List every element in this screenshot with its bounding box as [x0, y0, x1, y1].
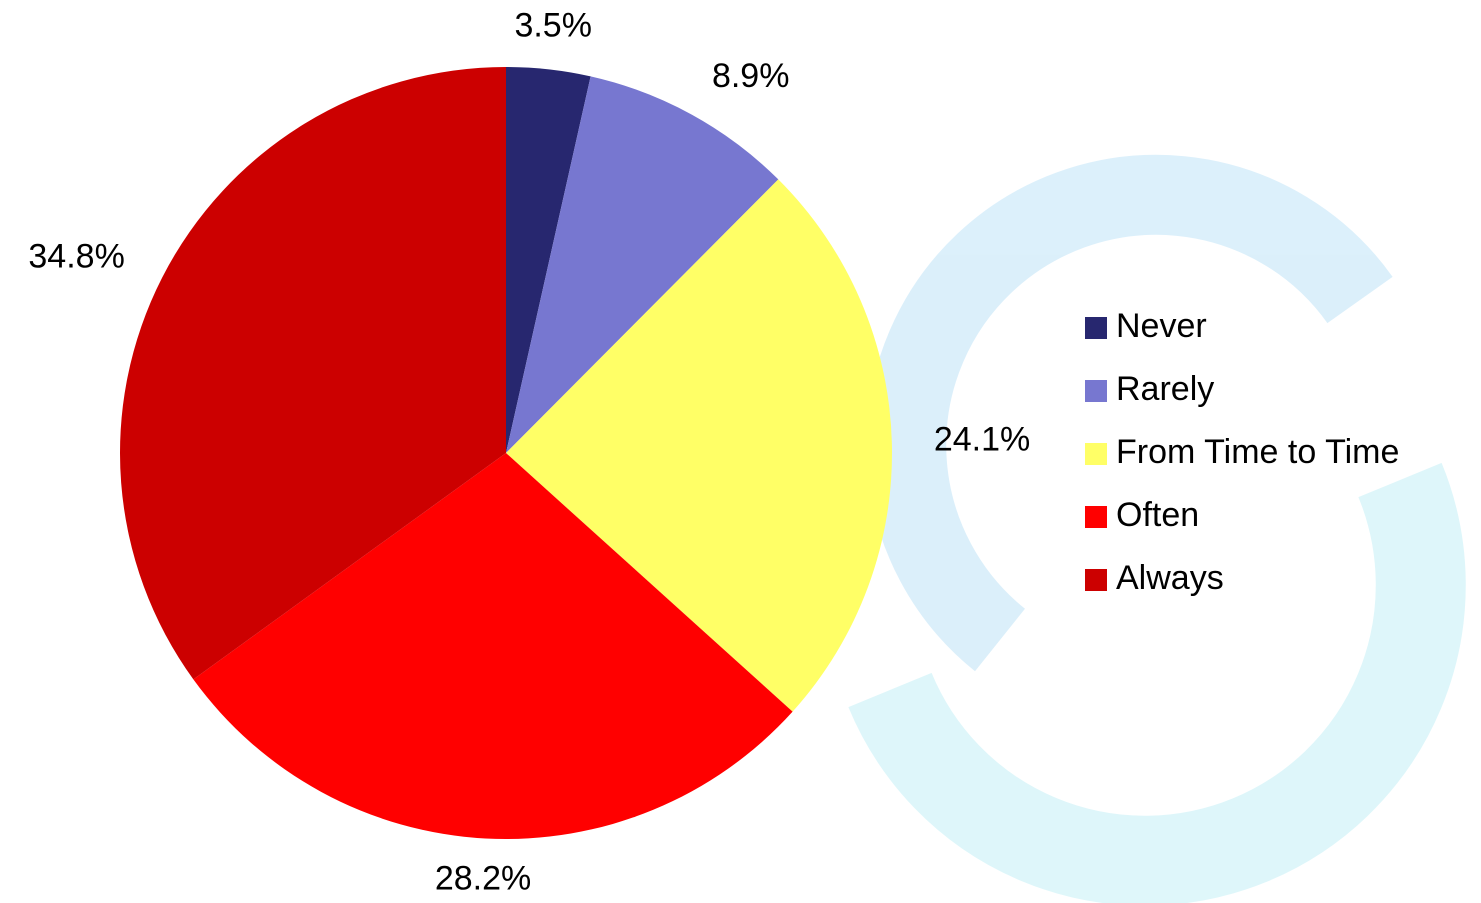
data-label: 8.9% [712, 57, 790, 95]
legend-label: Always [1116, 559, 1224, 597]
pie-slice [193, 453, 793, 839]
legend-label: Often [1116, 496, 1199, 534]
data-label: 34.8% [28, 237, 124, 275]
data-label: 3.5% [514, 7, 592, 45]
legend-label: From Time to Time [1116, 433, 1399, 471]
data-label: 24.1% [934, 420, 1030, 458]
pie-slice [119, 67, 506, 680]
pie-slice [506, 76, 779, 454]
data-label: 28.2% [435, 859, 531, 897]
swirl-arc [866, 154, 1393, 672]
legend-label: Rarely [1116, 370, 1214, 408]
background-swirl [848, 154, 1466, 903]
pie-slice [506, 179, 892, 712]
swirl-arc [848, 462, 1466, 903]
legend-swatch [1085, 317, 1107, 339]
legend-swatch [1085, 569, 1107, 591]
legend-label: Never [1116, 307, 1207, 345]
legend-swatch [1085, 380, 1107, 402]
legend-swatch [1085, 506, 1107, 528]
pie-slice [506, 67, 591, 453]
legend-swatch [1085, 443, 1107, 465]
